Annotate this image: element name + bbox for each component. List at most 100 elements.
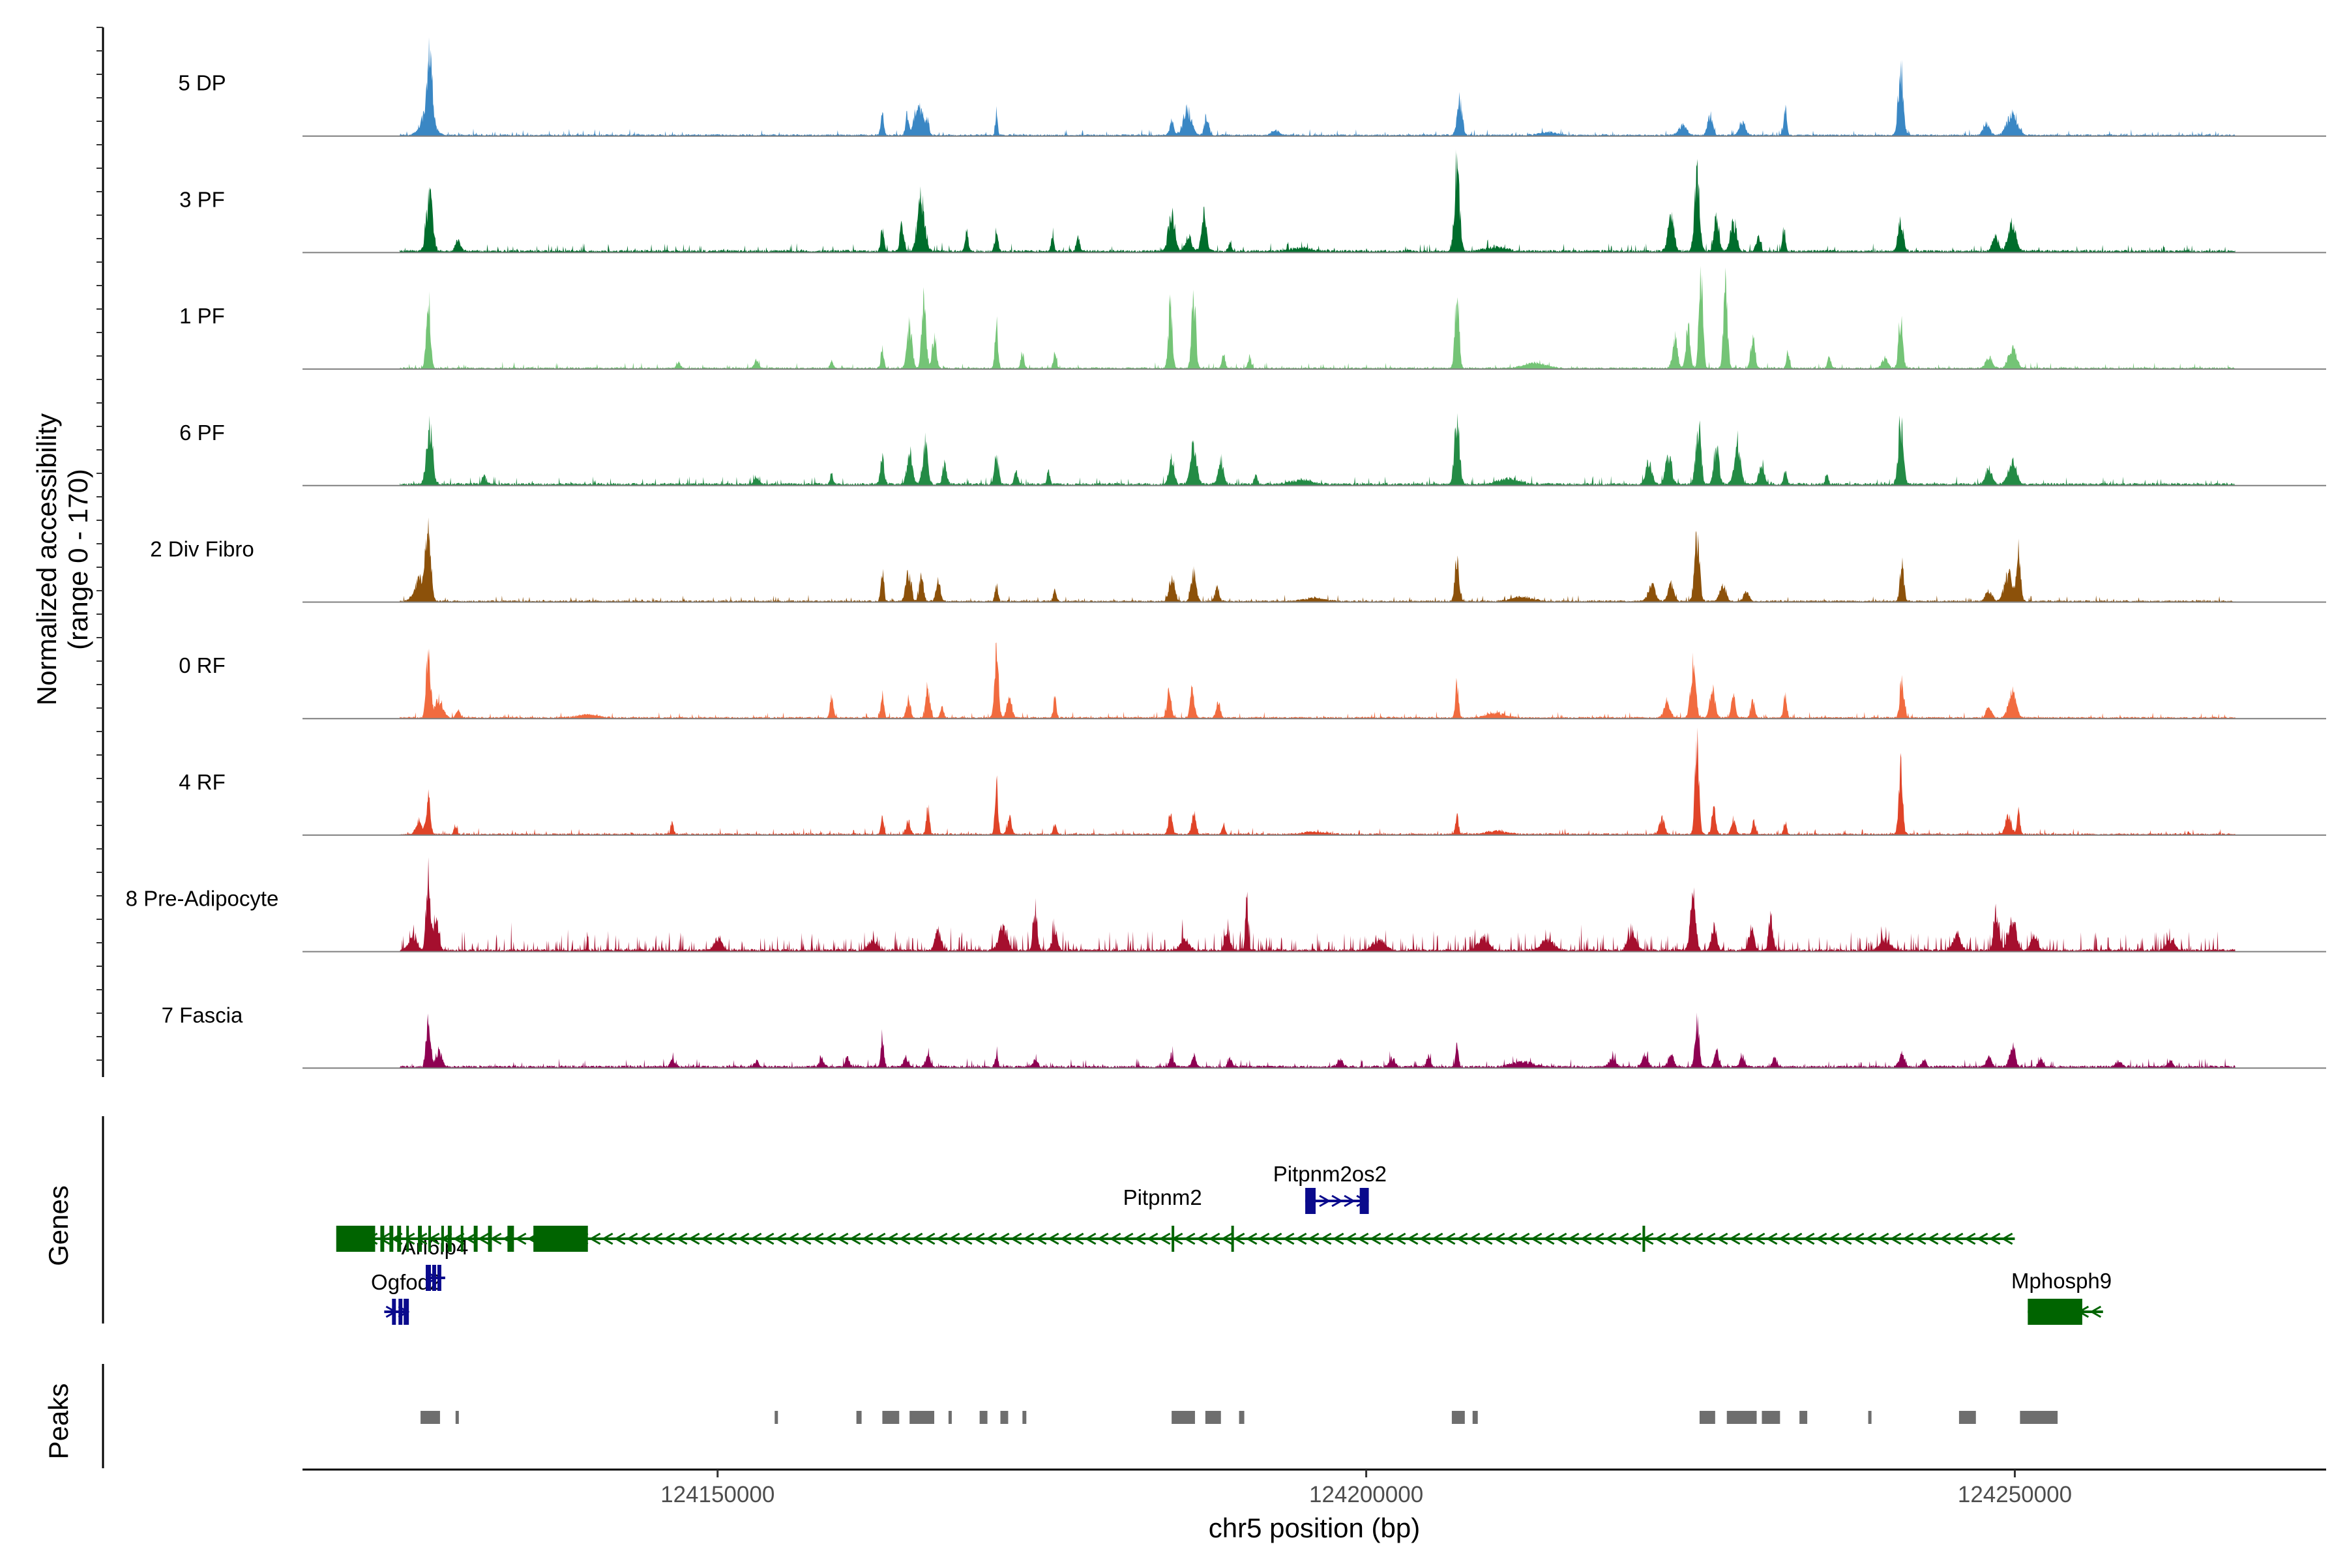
strand-arrow	[1245, 1232, 1258, 1245]
strand-arrow	[1604, 1232, 1617, 1245]
strand-arrow	[1468, 1232, 1481, 1245]
strand-arrow	[997, 1232, 1010, 1245]
gene-exon	[1642, 1226, 1646, 1252]
gene-exon	[1305, 1188, 1316, 1214]
strand-arrow	[737, 1232, 750, 1245]
strand-arrow	[1059, 1232, 1072, 1245]
track-7-fascia: 7 Fascia	[162, 1003, 2326, 1069]
strand-arrow	[1134, 1232, 1146, 1245]
strand-arrow	[911, 1232, 923, 1245]
x-tick-label: 124250000	[1958, 1482, 2072, 1507]
peak-region	[1699, 1411, 1715, 1424]
strand-arrow	[1914, 1232, 1926, 1245]
strand-arrow	[836, 1232, 849, 1245]
strand-arrow	[713, 1232, 725, 1245]
gene-exon	[437, 1265, 441, 1291]
peak-region	[1239, 1411, 1245, 1424]
strand-arrow	[2089, 1305, 2102, 1318]
strand-arrow	[1022, 1232, 1035, 1245]
gene-label: Pitpnm2	[1123, 1185, 1202, 1209]
gene-exon	[432, 1265, 436, 1291]
strand-arrow	[1258, 1232, 1270, 1245]
peak-region	[909, 1411, 935, 1424]
strand-arrow	[1988, 1232, 2001, 1245]
strand-arrow	[1010, 1232, 1022, 1245]
gene-exon	[533, 1226, 588, 1252]
strand-arrow	[1728, 1232, 1741, 1245]
gene-exon	[426, 1265, 431, 1291]
strand-arrow	[886, 1232, 898, 1245]
gene-exon	[460, 1226, 464, 1252]
strand-arrow	[1741, 1232, 1753, 1245]
gene-ogfod2: Ogfod2	[371, 1270, 441, 1325]
gene-exon	[428, 1226, 432, 1252]
strand-arrow	[1419, 1232, 1431, 1245]
strand-arrow	[1319, 1194, 1331, 1207]
strand-arrow	[1196, 1232, 1208, 1245]
strand-arrow	[638, 1232, 651, 1245]
y-axis-title-line2: (range 0 - 170)	[63, 469, 93, 650]
strand-arrow	[1320, 1232, 1332, 1245]
peak-region	[421, 1411, 440, 1424]
strand-arrow	[861, 1232, 874, 1245]
strand-arrow	[1109, 1232, 1121, 1245]
strand-arrow	[1220, 1232, 1233, 1245]
strand-arrow	[1121, 1232, 1134, 1245]
y-axis-title-line1: Normalized accessibility	[31, 413, 62, 705]
track-2-div-fibro: 2 Div Fibro	[150, 517, 2326, 603]
strand-arrow	[923, 1232, 936, 1245]
strand-arrow	[1926, 1232, 1939, 1245]
peak-region	[2020, 1411, 2058, 1424]
strand-arrow	[1815, 1232, 1827, 1245]
strand-arrow	[1406, 1232, 1419, 1245]
strand-arrow	[1035, 1232, 1047, 1245]
peak-region	[1799, 1411, 1808, 1424]
coverage-area	[400, 149, 2236, 253]
strand-arrow	[514, 1232, 527, 1245]
gene-exon	[473, 1226, 478, 1252]
track-label: 3 PF	[179, 187, 225, 211]
strand-arrow	[1344, 1194, 1356, 1207]
strand-arrow	[477, 1232, 490, 1245]
strand-arrow	[750, 1232, 762, 1245]
strand-arrow	[1790, 1232, 1803, 1245]
strand-arrow	[1679, 1232, 1691, 1245]
strand-arrow	[1704, 1232, 1716, 1245]
strand-arrow	[1047, 1232, 1059, 1245]
peak-region	[1022, 1411, 1027, 1424]
strand-arrow	[1852, 1232, 1865, 1245]
strand-arrow	[936, 1232, 948, 1245]
track-0-rf: 0 RF	[179, 642, 2326, 720]
strand-arrow	[1159, 1232, 1171, 1245]
strand-arrow	[1654, 1232, 1666, 1245]
strand-arrow	[1803, 1232, 1815, 1245]
track-5-dp: 5 DP	[178, 37, 2326, 137]
gene-exon	[336, 1226, 376, 1252]
peak-region	[1762, 1411, 1780, 1424]
track-label: 5 DP	[178, 71, 226, 95]
peak-region	[979, 1411, 988, 1424]
gene-exon	[406, 1226, 409, 1252]
peak-region	[1958, 1411, 1976, 1424]
track-label: 4 RF	[179, 770, 226, 794]
x-axis: 124150000 124200000 124250000	[303, 1468, 2326, 1507]
strand-arrow	[1295, 1232, 1307, 1245]
x-axis-title: chr5 position (bp)	[1209, 1513, 1421, 1543]
strand-arrow	[960, 1232, 973, 1245]
peak-region	[1205, 1411, 1221, 1424]
strand-arrow	[1939, 1232, 1951, 1245]
peak-region	[775, 1411, 778, 1424]
strand-arrow	[1344, 1232, 1357, 1245]
peak-region	[856, 1411, 862, 1424]
strand-arrow	[973, 1232, 985, 1245]
strand-arrow	[812, 1232, 824, 1245]
strand-arrow	[1307, 1232, 1320, 1245]
strand-arrow	[1691, 1232, 1704, 1245]
strand-arrow	[898, 1232, 911, 1245]
strand-arrow	[1443, 1232, 1456, 1245]
track-1-pf: 1 PF	[179, 265, 2326, 370]
peak-region	[1868, 1411, 1872, 1424]
track-label: 8 Pre-Adipocyte	[126, 887, 279, 911]
